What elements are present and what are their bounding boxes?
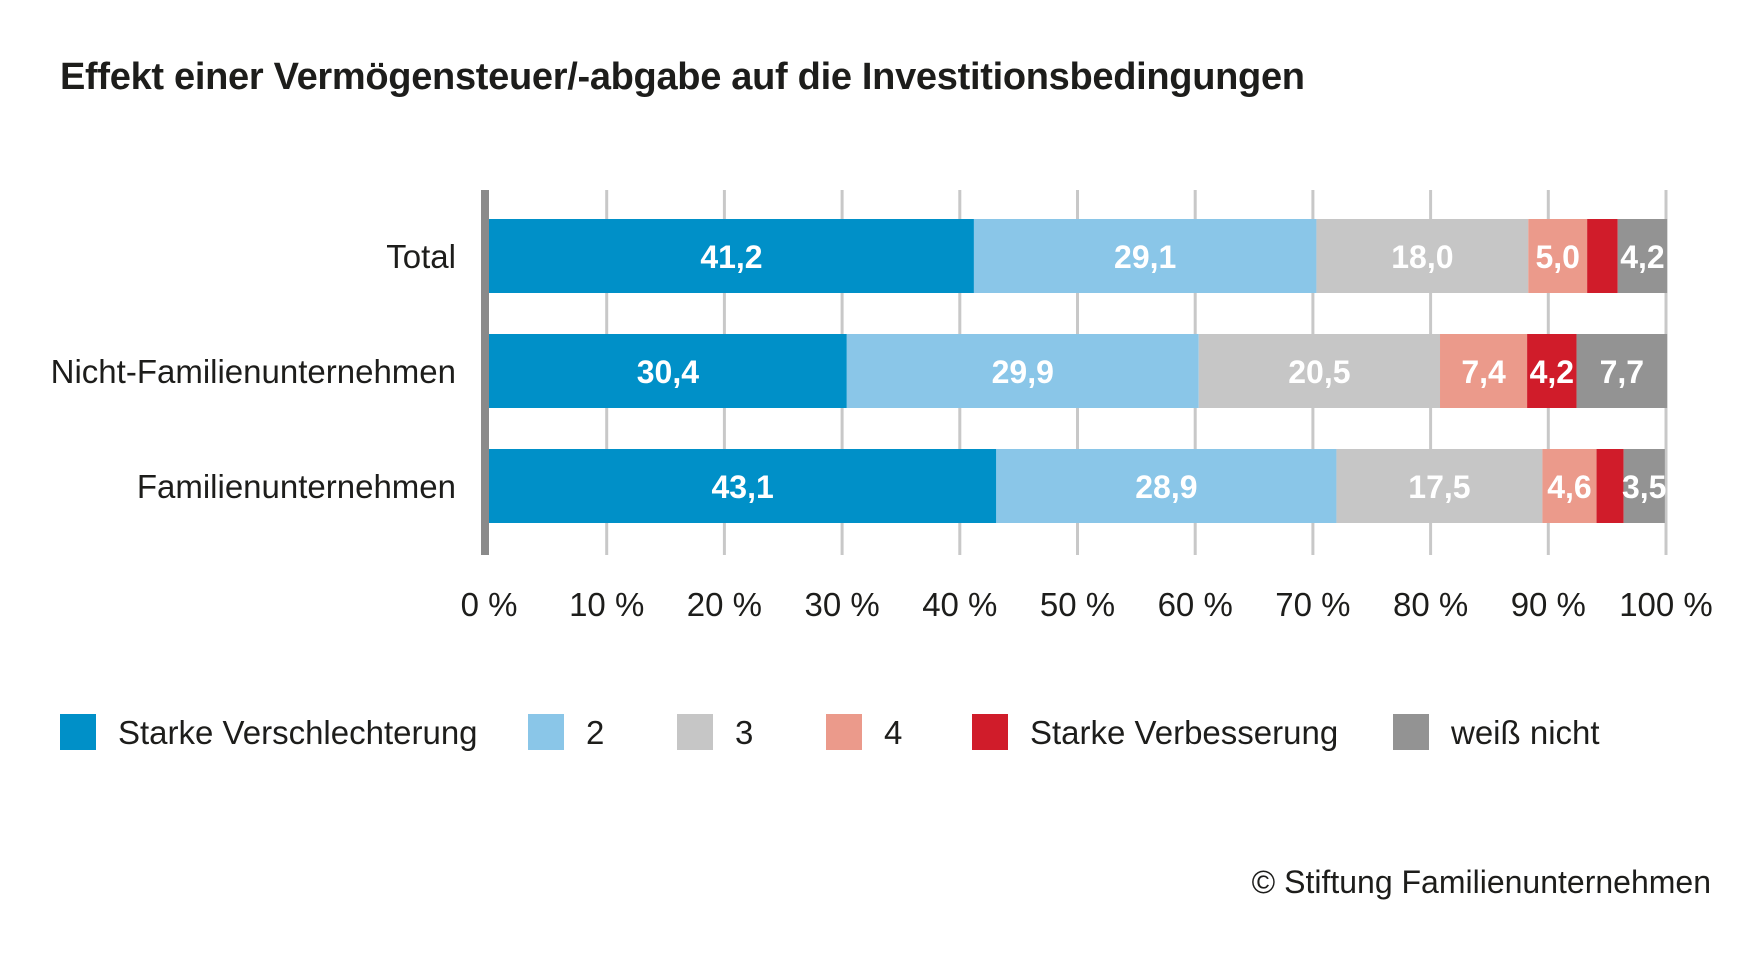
- bar-segment: [1527, 334, 1577, 408]
- legend: Starke Verschlechterung 2 3 4 Starke Verbess…: [60, 714, 1600, 751]
- x-tick-label: 70 %: [1275, 586, 1350, 623]
- bar-segment: [1528, 219, 1588, 293]
- bar-segment: [1623, 449, 1665, 523]
- x-tick-label: 20 %: [687, 586, 762, 623]
- data-label: 41,2: [700, 239, 762, 275]
- data-label: 43,1: [712, 469, 774, 505]
- bar-segment: [973, 219, 1317, 293]
- bar-segment: [1576, 334, 1668, 408]
- data-label: 18,0: [1391, 239, 1453, 275]
- data-label: 29,9: [992, 354, 1054, 390]
- legend-label: Starke Verschlechterung: [118, 714, 478, 751]
- bar-segment: [1440, 334, 1528, 408]
- data-label: 7,7: [1600, 354, 1644, 390]
- data-label: 17,5: [1408, 469, 1470, 505]
- data-labels: 41,2 29,1 18,0 5,0 4,2 30,4 29,9 20,5 7,4 4,2 7,7 4…: [637, 239, 1667, 505]
- category-label: Familienunternehmen: [137, 468, 456, 505]
- legend-label: 3: [735, 714, 753, 751]
- x-tick-label: 30 %: [804, 586, 879, 623]
- axes: Total Nicht-Familienunternehmen Familienun…: [51, 190, 1713, 623]
- bar-segment: [489, 219, 974, 293]
- bar-segment: [1617, 219, 1668, 293]
- bar-segment: [489, 334, 847, 408]
- bars: [489, 219, 1668, 523]
- x-tick-label: 90 %: [1511, 586, 1586, 623]
- category-label: Nicht-Familienunternehmen: [51, 353, 456, 390]
- data-label: 20,5: [1288, 354, 1350, 390]
- bar-segment: [996, 449, 1337, 523]
- x-tick-label: 0 %: [461, 586, 518, 623]
- legend-swatch: [826, 714, 862, 750]
- data-label: 4,6: [1547, 469, 1591, 505]
- legend-label: Starke Verbesserung: [1030, 714, 1338, 751]
- x-tick-label: 60 %: [1158, 586, 1233, 623]
- data-label: 5,0: [1535, 239, 1579, 275]
- data-label: 29,1: [1114, 239, 1176, 275]
- data-label: 3,5: [1622, 469, 1666, 505]
- copyright-notice: © Stiftung Familienunternehmen: [1251, 864, 1711, 900]
- x-tick-label: 80 %: [1393, 586, 1468, 623]
- legend-swatch: [60, 714, 96, 750]
- legend-label: 2: [586, 714, 604, 751]
- bar-segment: [846, 334, 1199, 408]
- bar-segment: [1587, 219, 1618, 293]
- legend-swatch: [1393, 714, 1429, 750]
- legend-swatch: [972, 714, 1008, 750]
- data-label: 30,4: [637, 354, 699, 390]
- chart-title: Effekt einer Vermögensteuer/-abgabe auf …: [60, 56, 1305, 98]
- data-label: 28,9: [1135, 469, 1197, 505]
- legend-label: 4: [884, 714, 902, 751]
- legend-swatch: [677, 714, 713, 750]
- bar-segment: [1198, 334, 1441, 408]
- bar-segment: [489, 449, 997, 523]
- data-label: 4,2: [1530, 354, 1574, 390]
- bar-segment: [1336, 449, 1543, 523]
- bar-segment: [1316, 219, 1529, 293]
- data-label: 7,4: [1461, 354, 1506, 390]
- category-label: Total: [386, 238, 456, 275]
- x-tick-label: 40 %: [922, 586, 997, 623]
- legend-label: weiß nicht: [1450, 714, 1600, 751]
- x-tick-label: 10 %: [569, 586, 644, 623]
- bar-segment: [1596, 449, 1624, 523]
- legend-swatch: [528, 714, 564, 750]
- x-tick-label: 50 %: [1040, 586, 1115, 623]
- bar-segment: [1542, 449, 1597, 523]
- data-label: 4,2: [1620, 239, 1664, 275]
- x-tick-label: 100 %: [1619, 586, 1713, 623]
